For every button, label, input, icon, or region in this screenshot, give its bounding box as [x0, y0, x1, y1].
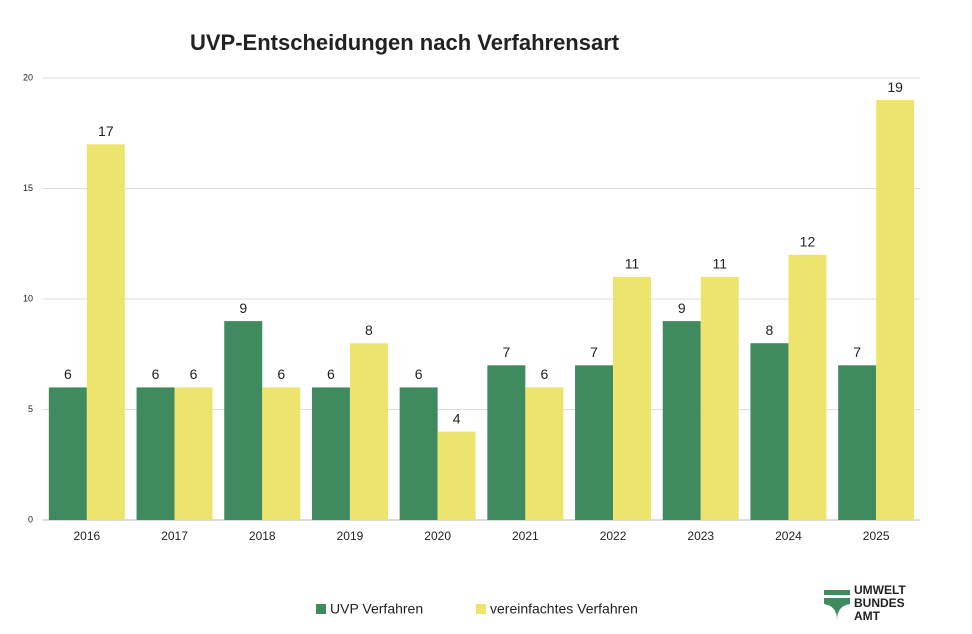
data-label: 9	[239, 300, 247, 316]
data-label: 6	[277, 366, 285, 382]
data-label: 6	[415, 366, 423, 382]
data-label: 7	[502, 344, 510, 360]
bar	[788, 254, 827, 521]
data-label: 4	[453, 410, 461, 426]
data-label: 6	[64, 366, 72, 382]
data-label: 6	[327, 366, 335, 382]
bar	[525, 387, 564, 520]
y-tick-label: 0	[28, 514, 33, 524]
data-label: 11	[625, 256, 640, 272]
data-label: 6	[540, 366, 548, 382]
legend-label: vereinfachtes Verfahren	[490, 601, 638, 617]
bar	[613, 276, 652, 520]
logo-shape	[824, 598, 850, 620]
bar	[136, 387, 175, 520]
bar	[349, 343, 388, 520]
legend-swatch	[476, 604, 486, 614]
data-label: 8	[766, 322, 774, 338]
logo: UMWELT BUNDES AMT	[824, 583, 906, 623]
logo-shape	[824, 590, 850, 595]
bar	[262, 387, 301, 520]
x-tick-label: 2020	[424, 529, 451, 543]
bar	[399, 387, 438, 520]
y-tick-label: 10	[23, 293, 33, 303]
x-tick-label: 2017	[161, 529, 188, 543]
x-tick-label: 2016	[73, 529, 100, 543]
x-tick-label: 2022	[600, 529, 627, 543]
data-label: 6	[152, 366, 160, 382]
bar	[311, 387, 350, 520]
bar	[700, 276, 739, 520]
y-tick-label: 15	[23, 183, 33, 193]
bar	[487, 365, 526, 520]
data-label: 8	[365, 322, 373, 338]
x-tick-label: 2025	[863, 529, 890, 543]
chart-title: UVP-Entscheidungen nach Verfahrensart	[190, 30, 620, 55]
data-label: 12	[800, 234, 816, 250]
bar	[174, 387, 213, 520]
data-label: 7	[853, 344, 861, 360]
data-label: 6	[190, 366, 198, 382]
logo-text: AMT	[854, 609, 881, 623]
legend-swatch	[316, 604, 326, 614]
x-tick-label: 2019	[337, 529, 364, 543]
data-label: 19	[887, 79, 903, 95]
x-tick-label: 2018	[249, 529, 276, 543]
legend-label: UVP Verfahren	[330, 601, 423, 617]
data-label: 11	[712, 256, 727, 272]
data-label: 9	[678, 300, 686, 316]
bar	[48, 387, 87, 520]
logo-text: BUNDES	[854, 596, 905, 610]
data-label: 17	[98, 123, 114, 139]
bar	[224, 321, 263, 520]
y-tick-label: 20	[23, 72, 33, 82]
x-tick-label: 2024	[775, 529, 802, 543]
logo-text: UMWELT	[854, 583, 906, 597]
bar	[876, 100, 915, 520]
y-tick-label: 5	[28, 404, 33, 414]
bar	[750, 343, 789, 520]
bar	[437, 431, 476, 520]
x-tick-label: 2021	[512, 529, 539, 543]
x-tick-label: 2023	[687, 529, 714, 543]
data-label: 7	[590, 344, 598, 360]
bar	[86, 144, 125, 521]
bar	[662, 321, 701, 520]
bar	[838, 365, 877, 520]
bar	[575, 365, 614, 520]
